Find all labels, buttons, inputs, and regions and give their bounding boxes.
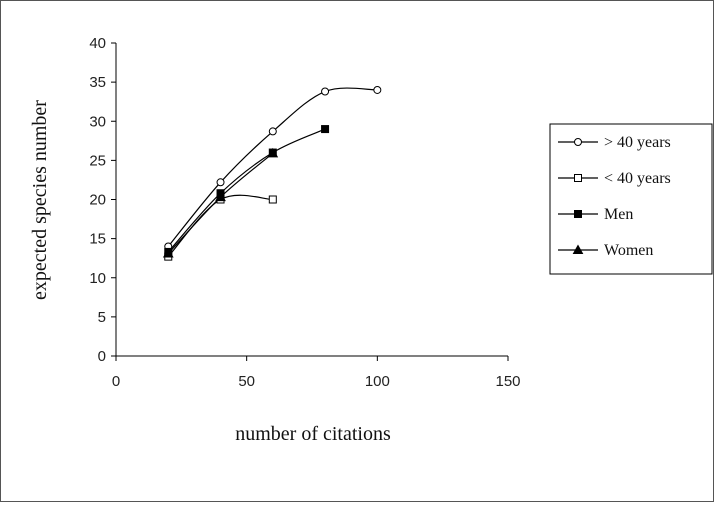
- data-point-s3-p2: [267, 147, 279, 158]
- series-markers: [162, 85, 382, 261]
- tick-labels: 0 5 10 15 20 25 30 35 40 0 50 100 150: [89, 35, 520, 390]
- y-tick-label: 10: [89, 270, 106, 287]
- legend-marker-3: [572, 244, 584, 254]
- legend-label-0: > 40 years: [604, 134, 671, 151]
- legend: > 40 years < 40 years Men Women: [549, 123, 713, 275]
- y-tick-label: 5: [98, 309, 106, 326]
- x-tick-label: 100: [365, 373, 390, 390]
- y-tick-label: 25: [89, 152, 106, 169]
- legend-label-1: < 40 years: [604, 170, 671, 187]
- legend-marker-2: [574, 210, 582, 218]
- y-tick-label: 20: [89, 192, 106, 209]
- x-tick-label: 50: [238, 373, 255, 390]
- x-axis-title: number of citations: [235, 423, 391, 445]
- series-line-2: [167, 128, 326, 253]
- y-tick-label: 0: [98, 348, 106, 365]
- legend-marker-0: [574, 138, 582, 146]
- data-point-s3-p0: [162, 247, 174, 258]
- y-tick-label: 15: [89, 231, 106, 248]
- y-tick-label: 35: [89, 74, 106, 91]
- data-point-s0-p2: [268, 127, 277, 136]
- legend-marker-1: [574, 174, 582, 182]
- data-point-s0-p4: [373, 85, 382, 94]
- y-tick-label: 40: [89, 35, 106, 52]
- data-point-s0-p1: [216, 178, 225, 187]
- legend-label-2: Men: [604, 206, 633, 223]
- data-point-s2-p3: [321, 125, 330, 134]
- axes: [111, 42, 509, 361]
- data-point-s1-p2: [268, 195, 277, 204]
- data-point-s0-p3: [321, 87, 330, 96]
- x-tick-label: 150: [495, 373, 520, 390]
- y-tick-label: 30: [89, 113, 106, 130]
- data-point-s3-p1: [215, 191, 226, 202]
- legend-label-3: Women: [604, 242, 653, 259]
- x-tick-label: 0: [112, 373, 120, 390]
- y-axis-title: expected species number: [29, 100, 51, 300]
